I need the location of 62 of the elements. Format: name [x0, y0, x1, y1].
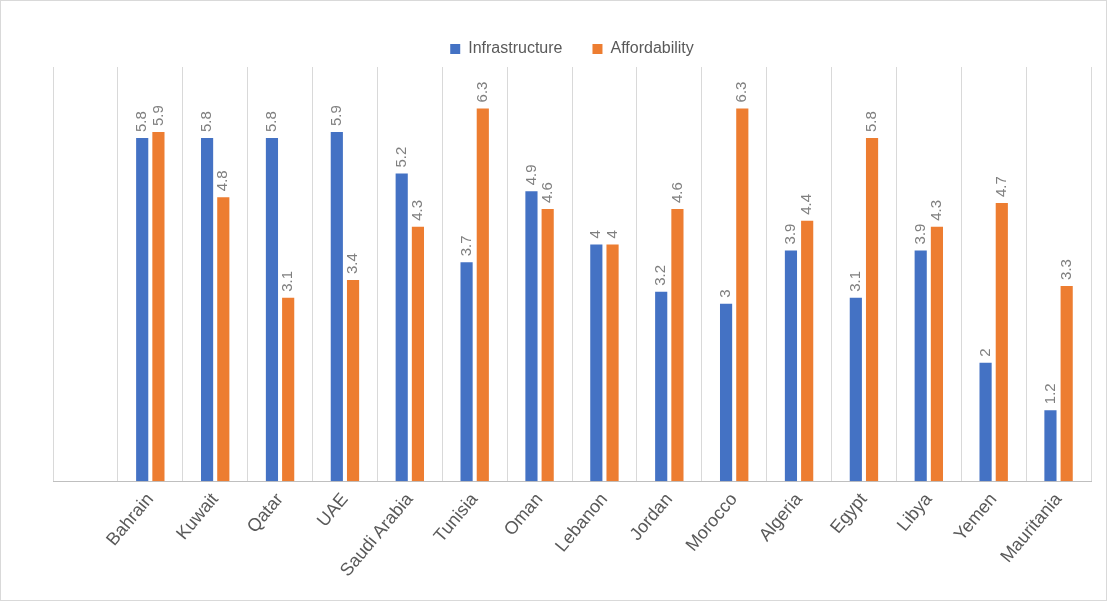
bar	[720, 303, 733, 482]
bar	[395, 173, 408, 482]
data-label: 3.1	[278, 270, 296, 292]
data-label: 6.3	[732, 81, 750, 103]
bar	[865, 138, 879, 482]
data-label: 4.8	[213, 170, 231, 192]
bar	[282, 297, 295, 482]
data-label: 5.8	[132, 111, 150, 132]
data-label: 4.3	[927, 199, 945, 221]
data-label: 4.9	[521, 164, 539, 186]
bar	[801, 220, 814, 482]
bar	[784, 250, 798, 482]
bar	[590, 244, 603, 482]
bar	[217, 197, 230, 482]
data-label: 3.1	[845, 270, 863, 292]
data-label: 3.4	[343, 253, 361, 274]
bar	[460, 262, 473, 482]
data-label: 6.3	[472, 81, 490, 103]
bar	[330, 132, 343, 482]
bar	[346, 280, 360, 482]
data-label: 4	[602, 230, 620, 239]
data-label: 3.3	[1056, 259, 1074, 280]
data-label: 5.9	[148, 105, 166, 127]
bar	[1060, 285, 1073, 482]
bar	[606, 244, 619, 482]
bar	[1044, 410, 1057, 482]
bar	[541, 209, 554, 482]
data-label: 4.3	[408, 199, 426, 221]
bar	[930, 226, 943, 482]
data-label: 4	[586, 230, 604, 239]
bar	[736, 108, 749, 482]
data-label: 2	[975, 348, 993, 357]
data-label: 3.2	[651, 264, 669, 286]
bar	[152, 132, 165, 482]
legend-label: Affordability	[610, 39, 694, 57]
bar	[476, 108, 489, 482]
data-label: 3.9	[910, 223, 928, 245]
bar	[849, 297, 862, 482]
data-label: 4.6	[667, 182, 685, 203]
bar	[655, 291, 668, 482]
bar	[914, 250, 927, 482]
data-label: 5.2	[391, 146, 409, 168]
data-label: 3	[716, 289, 734, 298]
legend-label: Infrastructure	[468, 39, 563, 57]
bar	[201, 138, 214, 482]
data-label: 4.4	[797, 193, 815, 215]
bar	[979, 362, 992, 482]
bar	[525, 191, 538, 482]
bar	[411, 226, 424, 482]
bar	[995, 203, 1008, 482]
bar	[136, 138, 149, 482]
data-label: 4.6	[537, 182, 555, 203]
data-label: 4.7	[991, 176, 1009, 198]
bar	[265, 138, 279, 482]
data-label: 5.8	[862, 111, 880, 132]
data-label: 3.7	[456, 235, 474, 257]
data-label: 5.8	[197, 111, 215, 132]
data-label: 5.8	[262, 111, 280, 132]
data-label: 5.9	[326, 105, 344, 127]
bar	[671, 209, 684, 482]
data-label: 1.2	[1040, 383, 1058, 405]
data-label: 3.9	[781, 223, 799, 245]
